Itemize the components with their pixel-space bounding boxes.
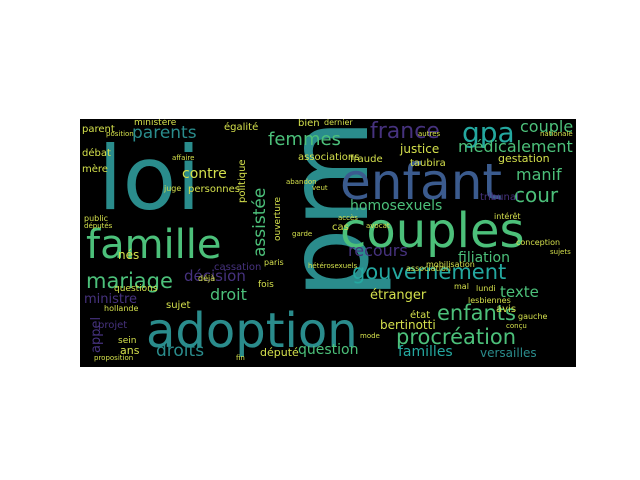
word-procreation: procréation xyxy=(396,325,517,349)
word-fois: fois xyxy=(258,280,274,290)
word-gestation: gestation xyxy=(498,152,550,165)
word-cas: cas xyxy=(332,222,349,233)
word-paris: paris xyxy=(264,258,284,267)
word-bien: bien xyxy=(298,119,320,129)
word-affaire: affaire xyxy=(172,154,195,162)
word-enfant: enfant xyxy=(340,153,502,211)
word-interet: intérêt xyxy=(494,212,521,221)
word-adoption: adoption xyxy=(146,303,358,359)
word-egalite: égalité xyxy=(224,122,259,133)
word-taubira: taubira xyxy=(410,158,446,169)
word-couples: couples xyxy=(340,203,525,259)
word-droit: droit xyxy=(210,285,247,304)
word-recours: recours xyxy=(348,241,408,260)
word-veut: veut xyxy=(312,184,328,192)
word-avis: avis xyxy=(496,304,517,315)
word-ans: ans xyxy=(120,344,140,357)
word-familles: familles xyxy=(398,344,453,360)
word-etat: état xyxy=(410,310,431,321)
word-mere: mère xyxy=(82,164,108,175)
word-lesbiennes: lesbiennes xyxy=(468,296,511,305)
word-parents: parents xyxy=(132,123,197,143)
word-proposition: proposition xyxy=(94,354,134,362)
word-droits: droits xyxy=(156,341,205,361)
word-enfants: enfants xyxy=(437,301,516,325)
word-mode: mode xyxy=(360,332,380,340)
word-medicalement: médicalement xyxy=(458,137,573,156)
word-loi: loi xyxy=(98,127,201,230)
word-filiation: filiation xyxy=(458,250,510,266)
word-famille: famille xyxy=(86,222,222,268)
word-sein: sein xyxy=(118,336,137,346)
word-juge: juge xyxy=(164,184,182,193)
word-question: question xyxy=(298,342,359,358)
word-mobilisation: mobilisation xyxy=(426,260,475,269)
word-couple: couple xyxy=(520,119,574,136)
word-depute: député xyxy=(260,346,299,359)
word-france: france xyxy=(370,119,440,144)
word-homosexuels: homosexuels xyxy=(350,198,443,214)
word-ouverture: ouverture xyxy=(273,196,283,241)
word-abandon: abandon xyxy=(286,178,317,186)
word-deputes: députés xyxy=(84,222,113,230)
word-tribunal: tribunal xyxy=(480,192,519,203)
word-sujets: sujets xyxy=(550,248,571,256)
word-personnes: personnes xyxy=(188,184,240,195)
word-assistee: assistée xyxy=(250,187,270,257)
word-ministre: ministre xyxy=(84,292,138,307)
word-bertinotti: bertinotti xyxy=(380,318,436,332)
word-hollande: hollande xyxy=(104,304,139,313)
word-manif: manif xyxy=(516,165,562,184)
word-mal: mal xyxy=(454,282,469,291)
word-lundi: lundi xyxy=(476,284,496,293)
word-projet: projet xyxy=(98,320,128,331)
word-garde: garde xyxy=(292,230,313,238)
word-gpa: gpa xyxy=(462,119,515,149)
word-nationale: nationale xyxy=(540,130,573,138)
word-cour: cour xyxy=(514,183,559,207)
word-texte: texte xyxy=(500,283,539,301)
word-cassation: cassation xyxy=(214,262,262,273)
word-questions: questions xyxy=(114,284,158,294)
word-conception: conception xyxy=(516,238,561,247)
word-heterosexuels: hétérosexuels xyxy=(308,262,358,270)
word-concu: conçu xyxy=(506,322,527,330)
word-decision: décision xyxy=(184,267,246,285)
word-cloud: pma loi adoption enfant couples famille … xyxy=(80,119,576,367)
word-avocat: avocat xyxy=(366,222,390,230)
word-associations: associations xyxy=(298,152,360,163)
word-justice: justice xyxy=(400,142,440,156)
word-deja: déjà xyxy=(198,274,216,283)
word-fin: fin xyxy=(236,354,245,362)
word-ministere: ministère xyxy=(134,119,177,128)
word-public: public xyxy=(84,214,109,223)
word-debat: débat xyxy=(82,148,111,159)
word-gauche: gauche xyxy=(518,312,548,321)
word-versailles: versailles xyxy=(480,346,537,360)
word-gouvernement: gouvernement xyxy=(352,260,507,284)
word-femmes: femmes xyxy=(268,129,341,150)
word-association: association xyxy=(406,264,451,273)
word-fraude: fraude xyxy=(350,154,383,165)
word-parent: parent xyxy=(82,124,115,135)
word-dernier: dernier xyxy=(324,119,353,127)
word-politique: politique xyxy=(237,159,248,203)
word-position: position xyxy=(106,130,134,138)
word-nes: nés xyxy=(118,248,140,262)
word-contre: contre xyxy=(182,166,227,182)
word-etranger: étranger xyxy=(370,288,427,303)
word-autres: autres xyxy=(418,130,441,138)
word-acces: accès xyxy=(338,214,358,222)
word-mariage: mariage xyxy=(86,269,173,293)
word-sujet: sujet xyxy=(166,300,191,311)
